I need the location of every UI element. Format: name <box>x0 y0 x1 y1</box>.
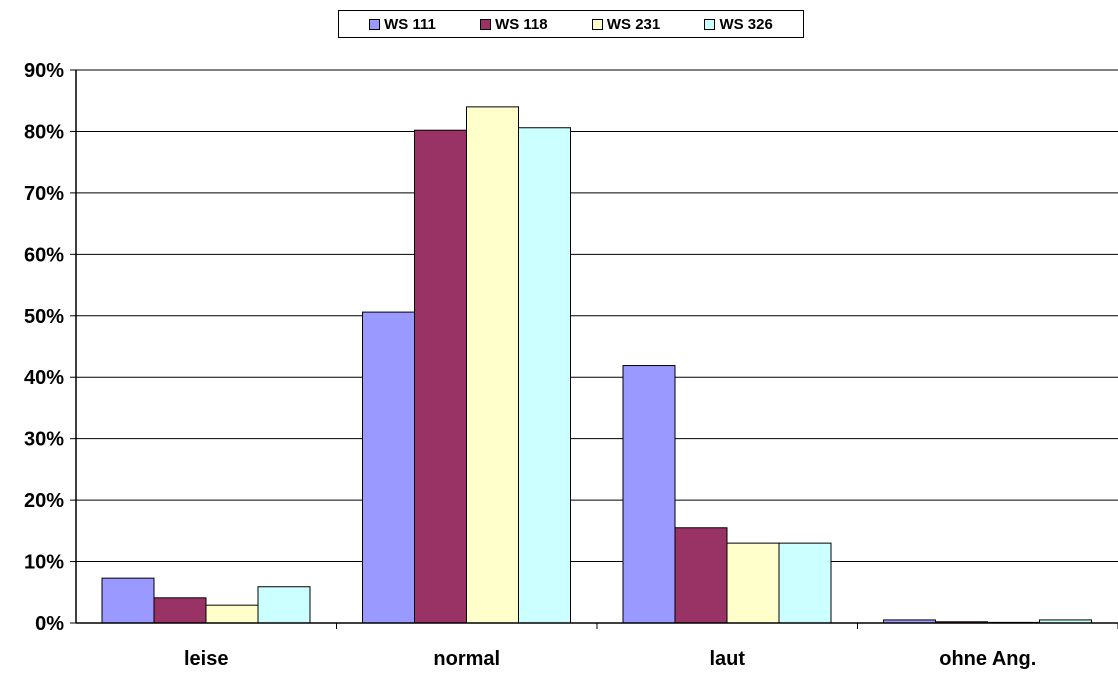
bar <box>101 577 155 624</box>
y-tick-label: 10% <box>24 552 64 574</box>
y-tick-label: 0% <box>35 613 64 635</box>
bar <box>778 542 832 624</box>
bars <box>101 106 1092 624</box>
bar <box>362 311 415 624</box>
legend-swatch <box>369 18 381 30</box>
x-category-label: ohne Ang. <box>939 648 1036 670</box>
bar <box>153 597 207 624</box>
y-tick-label: 50% <box>24 306 64 328</box>
y-tick-label: 70% <box>24 183 64 205</box>
y-tick-label: 20% <box>24 490 64 512</box>
legend-item-ws326: WS 326 <box>704 15 773 33</box>
axes <box>70 69 1118 629</box>
legend-swatch <box>480 18 492 30</box>
bar <box>674 527 728 624</box>
bar <box>622 365 676 624</box>
y-tick-label: 60% <box>24 244 64 266</box>
bar <box>466 106 519 624</box>
bar <box>205 604 259 624</box>
x-category-label: leise <box>184 648 228 670</box>
bar <box>257 586 311 624</box>
legend-item-ws111: WS 111 <box>369 16 436 33</box>
legend-label: WS 111 <box>384 15 436 33</box>
bar <box>726 542 780 624</box>
legend-label: WS 231 <box>606 15 661 33</box>
legend-item-ws231: WS 231 <box>591 15 661 33</box>
y-tick-label: 90% <box>24 60 64 82</box>
axis-labels: 0% 10% 20% 30% 40% 50% 60% 70% 80% 90% leise normal… <box>24 60 1036 670</box>
legend-swatch <box>704 18 716 30</box>
y-tick-label: 30% <box>24 429 64 451</box>
y-tick-label: 80% <box>24 121 64 143</box>
x-category-label: normal <box>433 648 500 670</box>
y-tick-label: 40% <box>24 367 64 389</box>
x-category-label: laut <box>709 648 745 670</box>
legend: WS 111 WS 118 WS 231 WS 326 <box>338 10 804 38</box>
bar <box>518 127 571 624</box>
bar <box>414 129 467 624</box>
legend-label: WS 118 <box>495 15 548 33</box>
gridlines <box>76 69 1118 563</box>
legend-label: WS 326 <box>719 15 773 33</box>
legend-swatch <box>591 18 603 30</box>
legend-item-ws118: WS 118 <box>480 16 548 33</box>
